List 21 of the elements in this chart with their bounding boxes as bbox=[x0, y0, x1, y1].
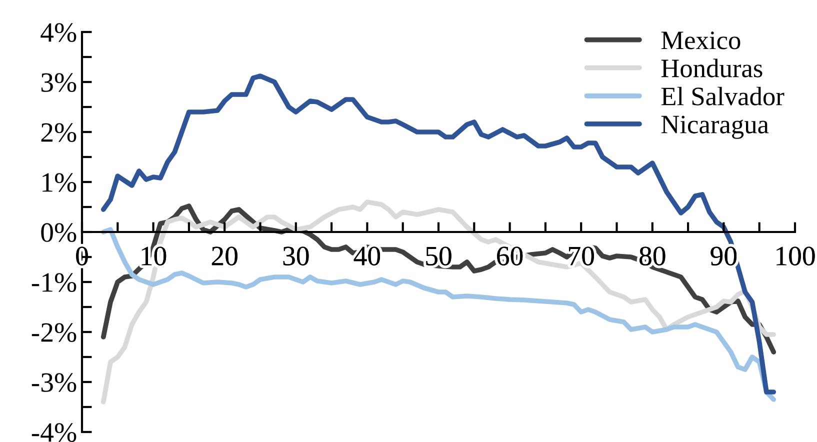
y-tick-label: -4% bbox=[32, 423, 76, 442]
x-tick-label: 50 bbox=[426, 246, 452, 266]
y-tick-label: 4% bbox=[40, 23, 76, 42]
legend-label: El Salvador bbox=[661, 86, 784, 106]
x-tick-label: 30 bbox=[283, 246, 309, 266]
y-tick-label: 3% bbox=[41, 73, 76, 92]
x-tick-label: 20 bbox=[212, 246, 238, 266]
y-tick-label: -3% bbox=[32, 373, 76, 392]
legend-label: Honduras bbox=[661, 58, 762, 78]
x-tick-label: 70 bbox=[569, 246, 594, 266]
y-tick-label: 2% bbox=[41, 123, 76, 142]
y-tick-label: 0% bbox=[41, 223, 76, 242]
x-tick-label: 40 bbox=[354, 246, 380, 266]
y-tick-label: 1% bbox=[42, 173, 76, 192]
line-series bbox=[100, 204, 776, 354]
x-tick-label: 100 bbox=[776, 246, 815, 266]
x-tick-label: 80 bbox=[640, 246, 666, 266]
y-tick-label: -2% bbox=[32, 323, 76, 342]
y-tick-label: -1% bbox=[32, 273, 76, 292]
legend-label: Mexico bbox=[661, 32, 740, 50]
legend-label: Nicaragua bbox=[661, 116, 769, 139]
